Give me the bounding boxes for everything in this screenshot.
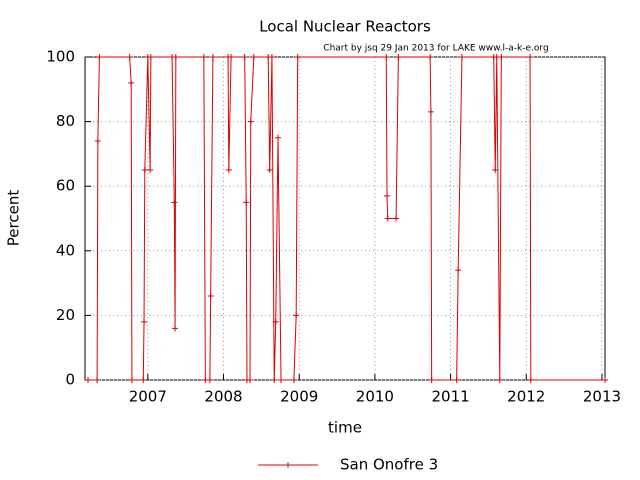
point [96, 54, 103, 60]
point [247, 118, 254, 125]
x-tick-label: 2011 [431, 388, 469, 406]
point [293, 312, 300, 319]
point [268, 54, 275, 60]
point [85, 377, 92, 383]
legend-label: San Onofre 3 [340, 456, 438, 474]
point [141, 318, 148, 325]
y-tick-label: 60 [56, 177, 75, 195]
series-line [88, 56, 605, 381]
point [427, 54, 434, 60]
x-tick-label: 2010 [356, 388, 394, 406]
point [266, 167, 273, 174]
point [294, 54, 301, 60]
point [427, 108, 434, 115]
chart-title: Local Nuclear Reactors [259, 18, 431, 36]
point [278, 377, 285, 383]
point [455, 267, 462, 274]
point [272, 318, 279, 325]
point [271, 377, 278, 383]
point [241, 54, 248, 60]
point [393, 215, 400, 222]
chart-subtitle: Chart by jsq 29 Jan 2013 for LAKE www.l-… [323, 44, 548, 54]
point [207, 293, 214, 300]
point [243, 199, 250, 206]
point [128, 79, 135, 86]
point [383, 54, 390, 60]
point [492, 167, 499, 174]
x-tick-label: 2013 [583, 388, 621, 406]
point [290, 377, 297, 383]
point [458, 54, 465, 60]
point [428, 377, 435, 383]
point [171, 199, 178, 206]
point [200, 54, 207, 60]
point [384, 192, 391, 199]
point [206, 377, 213, 383]
point [498, 54, 505, 60]
y-tick-label: 40 [56, 241, 75, 259]
y-tick-label: 20 [56, 306, 75, 324]
y-tick-label: 100 [46, 48, 75, 66]
point [209, 54, 216, 60]
point [140, 377, 147, 383]
point [527, 54, 534, 60]
legend-marker [285, 462, 291, 468]
point [225, 167, 232, 174]
point [228, 54, 235, 60]
point [172, 54, 179, 60]
y-tick-label: 0 [65, 371, 75, 389]
point [141, 167, 148, 174]
point [384, 215, 391, 222]
x-tick-label: 2009 [280, 388, 318, 406]
point [496, 377, 503, 383]
x-tick-label: 2012 [507, 388, 545, 406]
point [172, 325, 179, 332]
point [250, 54, 257, 60]
x-axis-label: time [328, 419, 362, 437]
y-tick-label: 80 [56, 112, 75, 130]
point [275, 134, 282, 141]
point [453, 377, 460, 383]
plot-frame [84, 56, 606, 381]
point [128, 377, 135, 383]
point [147, 167, 154, 174]
point [602, 377, 608, 383]
point [147, 54, 154, 60]
x-tick-label: 2008 [204, 388, 242, 406]
point [247, 377, 254, 383]
point [527, 377, 534, 383]
y-axis-label: Percent [5, 190, 23, 247]
x-tick-label: 2007 [129, 388, 167, 406]
point [94, 377, 101, 383]
point [395, 54, 402, 60]
point [94, 137, 101, 144]
point [126, 54, 133, 60]
